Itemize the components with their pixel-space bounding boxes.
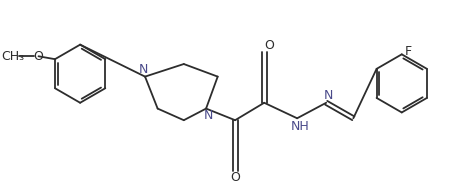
Text: CH₃: CH₃ xyxy=(1,50,24,63)
Text: NH: NH xyxy=(290,121,309,134)
Text: O: O xyxy=(230,171,239,184)
Text: N: N xyxy=(323,88,332,101)
Text: O: O xyxy=(263,39,273,52)
Text: F: F xyxy=(404,45,411,58)
Text: O: O xyxy=(34,50,43,63)
Text: N: N xyxy=(138,63,147,76)
Text: N: N xyxy=(203,109,212,122)
